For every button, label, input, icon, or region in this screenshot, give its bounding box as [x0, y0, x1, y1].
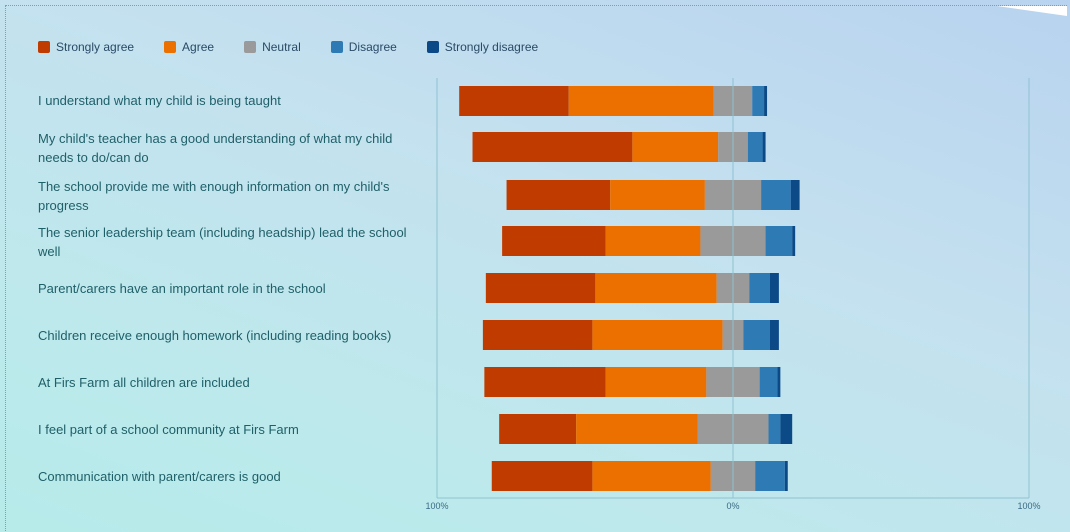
bar-agree-row-3[interactable] [610, 180, 705, 210]
bar-agree-row-2[interactable] [632, 132, 719, 162]
row-label-senior-leadership: The senior leadership team (including he… [38, 225, 407, 259]
corner-decoration [997, 6, 1067, 16]
bar-agree-row-4[interactable] [605, 226, 701, 256]
tick-label-right: 100% [1017, 501, 1040, 511]
bar-disagree-row-8[interactable] [768, 414, 781, 444]
bar-strongly-agree-row-1[interactable] [459, 86, 569, 116]
bar-strongly-agree-row-6[interactable] [482, 320, 593, 350]
bar-agree-row-9[interactable] [592, 461, 711, 491]
bar-disagree-row-7[interactable] [759, 367, 778, 397]
bar-disagree-row-9[interactable] [755, 461, 785, 491]
bar-agree-row-1[interactable] [568, 86, 714, 116]
legend-label-neutral: Neutral [262, 40, 301, 54]
bar-strongly-agree-row-4[interactable] [502, 226, 606, 256]
legend-label-strongly-agree: Strongly agree [56, 40, 135, 54]
bar-strongly-disagree-row-8[interactable] [780, 414, 793, 444]
bar-strongly-disagree-row-2[interactable] [762, 132, 766, 162]
bar-agree-row-6[interactable] [592, 320, 723, 350]
legend-label-strongly-disagree: Strongly disagree [444, 40, 539, 54]
legend-swatch-disagree [330, 41, 343, 53]
legend: Strongly agree Agree Neutral Disagree St… [38, 40, 568, 54]
row-label-taught: I understand what my child is being taug… [38, 93, 281, 108]
bar-strongly-disagree-row-9[interactable] [784, 461, 788, 491]
legend-item-disagree[interactable]: Disagree [330, 40, 397, 54]
bar-strongly-disagree-row-1[interactable] [764, 86, 768, 116]
bar-agree-row-5[interactable] [595, 273, 717, 303]
row-label-all-included: At Firs Farm all children are included [38, 375, 250, 390]
legend-label-disagree: Disagree [348, 40, 397, 54]
legend-swatch-agree [164, 41, 177, 53]
row-label-homework: Children receive enough homework (includ… [38, 328, 392, 343]
bar-strongly-agree-row-3[interactable] [506, 180, 611, 210]
bar-disagree-row-2[interactable] [747, 132, 763, 162]
bar-strongly-disagree-row-7[interactable] [777, 367, 781, 397]
bar-group [459, 86, 800, 491]
row-label-school-community: I feel part of a school community at Fir… [38, 422, 299, 437]
row-label-teacher-understanding: My child's teacher has a good understand… [38, 131, 393, 165]
bar-agree-row-7[interactable] [605, 367, 707, 397]
bar-disagree-row-5[interactable] [749, 273, 770, 303]
bar-strongly-agree-row-2[interactable] [472, 132, 633, 162]
bar-strongly-disagree-row-4[interactable] [792, 226, 796, 256]
chart-frame [5, 5, 1067, 532]
row-label-communication: Communication with parent/carers is good [38, 469, 281, 484]
bar-agree-row-8[interactable] [576, 414, 698, 444]
bar-strongly-disagree-row-6[interactable] [770, 320, 779, 350]
bar-disagree-row-3[interactable] [761, 180, 791, 210]
bar-strongly-agree-row-7[interactable] [484, 367, 606, 397]
legend-item-strongly-agree[interactable]: Strongly agree [38, 40, 134, 54]
row-label-progress-information: The school provide me with enough inform… [38, 179, 390, 213]
legend-swatch-neutral [244, 41, 257, 53]
legend-item-neutral[interactable]: Neutral [244, 40, 301, 54]
bar-disagree-row-4[interactable] [765, 226, 793, 256]
row-label-parent-role: Parent/carers have an important role in … [38, 281, 326, 296]
tick-label-left: 100% [425, 501, 448, 511]
tick-label-center: 0% [726, 501, 739, 511]
bar-strongly-agree-row-9[interactable] [491, 461, 593, 491]
legend-swatch-strongly-disagree [426, 41, 439, 53]
bar-disagree-row-6[interactable] [743, 320, 770, 350]
bar-disagree-row-1[interactable] [752, 86, 765, 116]
bar-strongly-agree-row-5[interactable] [485, 273, 596, 303]
bar-strongly-agree-row-8[interactable] [499, 414, 577, 444]
legend-item-strongly-disagree[interactable]: Strongly disagree [426, 40, 539, 54]
legend-label-agree: Agree [182, 40, 215, 54]
bar-strongly-disagree-row-5[interactable] [770, 273, 779, 303]
legend-item-agree[interactable]: Agree [164, 40, 214, 54]
bar-strongly-disagree-row-3[interactable] [790, 180, 800, 210]
legend-swatch-strongly-agree [38, 41, 50, 53]
